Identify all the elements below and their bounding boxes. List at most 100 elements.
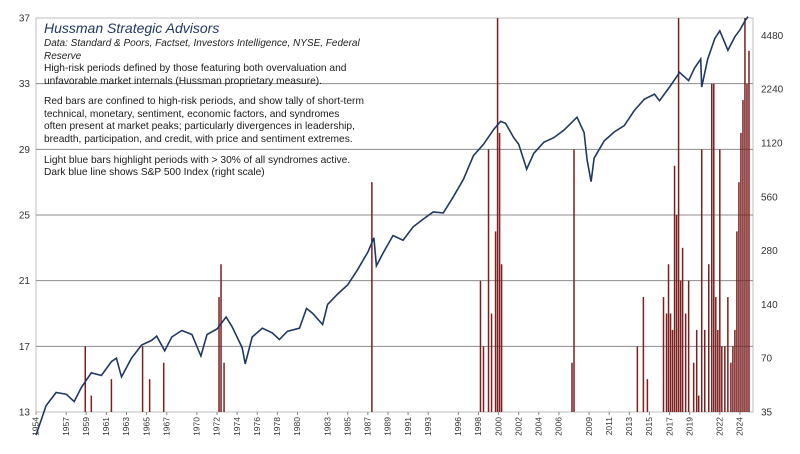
syndrome-bar [673, 165, 676, 412]
x-tick-label: 2024 [735, 417, 745, 436]
syndrome-bar [371, 182, 373, 412]
left-tick-label: 37 [19, 14, 31, 25]
syndrome-bar [223, 362, 225, 412]
x-tick-label: 1996 [453, 417, 463, 436]
syndrome-bar [695, 329, 698, 412]
x-tick-label: 1976 [252, 417, 262, 436]
x-tick-label: 1957 [61, 417, 71, 436]
x-tick-label: 1974 [232, 417, 242, 436]
syndrome-bar [721, 346, 723, 412]
left-tick-label: 29 [19, 145, 31, 156]
chart-title: Hussman Strategic Advisors [44, 20, 220, 36]
right-tick-label: 140 [761, 300, 778, 311]
x-tick-label: 1961 [101, 417, 111, 436]
syndrome-bar [681, 247, 684, 412]
x-tick-label: 2022 [715, 417, 725, 436]
syndrome-bar [687, 280, 690, 412]
x-tick-label: 1985 [342, 417, 352, 436]
syndrome-bar [671, 329, 674, 412]
syndrome-bar [711, 83, 713, 413]
syndrome-bar [148, 379, 151, 412]
x-tick-label: 2013 [624, 417, 634, 436]
x-tick-label: 1959 [81, 417, 91, 436]
note-line: Red bars are confined to high-risk perio… [44, 96, 364, 108]
syndrome-bar [90, 395, 93, 412]
left-tick-label: 17 [19, 342, 31, 353]
syndrome-bar [692, 362, 695, 412]
syndrome-bar [667, 264, 670, 412]
right-tick-label: 4480 [761, 31, 784, 42]
note-line: Light blue bars highlight periods with >… [44, 154, 351, 166]
sp500-line [35, 16, 749, 436]
syndrome-bar [218, 297, 220, 412]
right-tick-label: 35 [761, 408, 773, 419]
syndrome-bar [675, 215, 678, 412]
x-tick-label: 2015 [644, 417, 654, 436]
syndrome-bar [662, 297, 665, 412]
x-tick-label: 1970 [192, 417, 202, 436]
syndrome-bar [744, 18, 746, 412]
syndrome-bar [642, 297, 645, 412]
syndrome-bar [703, 329, 706, 412]
syndrome-bar [713, 83, 715, 413]
syndrome-bar [717, 329, 719, 412]
syndrome-bar [684, 313, 687, 412]
bars [84, 18, 750, 413]
chart-source: Data: Standard & Poors, Factset, Investo… [44, 38, 360, 62]
x-tick-label: 1983 [322, 417, 332, 436]
x-tick-label: 2002 [513, 417, 523, 436]
x-tick-label: 2009 [584, 417, 594, 436]
x-tick-label: 2004 [534, 417, 544, 436]
syndrome-bar [500, 264, 503, 412]
x-tick-label: 1980 [292, 417, 302, 436]
right-tick-label: 280 [761, 246, 778, 257]
x-tick-label: 2000 [493, 417, 503, 436]
syndrome-bar [669, 313, 672, 412]
x-tick-label: 1965 [141, 417, 151, 436]
syndrome-bar [727, 297, 729, 412]
syndrome-bar [646, 379, 649, 412]
syndrome-bar [482, 346, 485, 412]
note-line: High-risk periods defined by those featu… [44, 63, 347, 74]
x-tick-label: 1978 [272, 417, 282, 436]
syndrome-bar [736, 231, 738, 412]
x-tick-label: 1991 [403, 417, 413, 436]
x-tick-label: 1972 [212, 417, 222, 436]
syndrome-bar [730, 362, 732, 412]
syndrome-bar [141, 346, 144, 412]
note-line: unfavorable market internals (Hussman pr… [44, 75, 323, 87]
syndrome-bar [636, 346, 639, 412]
syndrome-bar [162, 362, 165, 412]
syndrome-bar [677, 18, 680, 412]
syndrome-bar [738, 182, 740, 412]
syndrome-bar [740, 132, 742, 412]
right-tick-label: 2240 [761, 85, 784, 96]
left-tick-label: 13 [19, 408, 31, 419]
syndrome-bar [697, 395, 700, 412]
x-tick-label: 1989 [383, 417, 393, 436]
x-tick-label: 2006 [554, 417, 564, 436]
syndrome-bar [679, 280, 682, 412]
syndrome-bar [734, 329, 736, 412]
x-tick-label: 2019 [684, 417, 694, 436]
right-axis: 35 70 140 280 560 1120 2240 4480 [761, 31, 784, 419]
syndrome-bar [746, 83, 748, 413]
syndrome-bar [496, 18, 499, 412]
note-line: Dark blue line shows S&P 500 Index (righ… [44, 167, 265, 179]
left-axis: 13 17 21 25 29 33 37 [19, 14, 31, 419]
syndrome-bar [573, 149, 575, 413]
syndrome-bar [742, 100, 744, 412]
x-tick-label: 2011 [604, 417, 614, 436]
syndrome-bar [719, 149, 721, 413]
note-line: often present at market peaks; particula… [44, 121, 355, 133]
x-tick-label: 1963 [121, 417, 131, 436]
syndrome-bar [700, 149, 703, 413]
x-tick-label: 1954 [31, 417, 41, 436]
x-axis: 1954 1957 1959 1961 1963 1965 1967 1970 1972 1974… [31, 412, 745, 436]
syndrome-bar [220, 264, 222, 412]
right-tick-label: 560 [761, 192, 778, 203]
right-tick-label: 70 [761, 354, 773, 365]
right-tick-label: 1120 [761, 138, 783, 149]
left-tick-label: 25 [19, 211, 31, 222]
